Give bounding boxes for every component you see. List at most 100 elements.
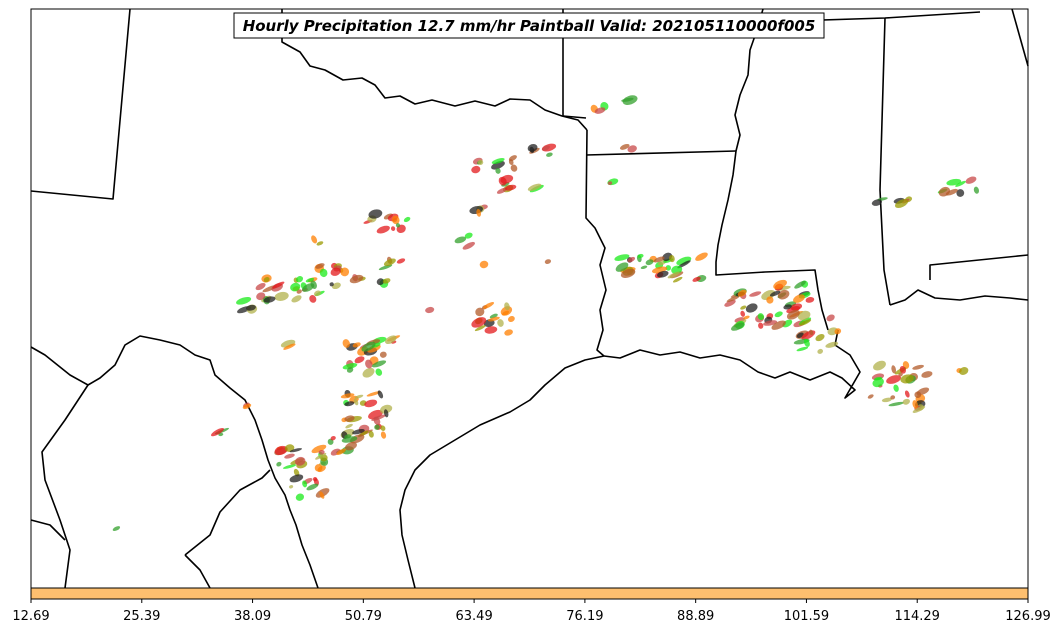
paintball-blob: [319, 491, 325, 499]
red-river-border: [281, 9, 588, 131]
paintball-blob: [352, 342, 361, 348]
paintball-blob: [330, 435, 336, 441]
paintball-blob: [380, 425, 386, 432]
mexico-state-border-1: [41, 384, 89, 589]
paintball-blob: [294, 456, 306, 466]
paintball-blob: [695, 252, 708, 261]
paintball-blob: [890, 395, 896, 400]
paintball-blob: [276, 461, 282, 467]
paintball-blob: [289, 474, 304, 483]
colorbar: [30, 587, 1029, 600]
paintball-blob: [773, 279, 787, 290]
paintball-blob: [498, 176, 507, 186]
paintball-blob: [368, 430, 374, 438]
coastline-louisiana: [603, 329, 861, 399]
paintball-blob: [614, 254, 630, 261]
paintball-blob: [349, 274, 364, 284]
paintball-blob: [893, 384, 899, 392]
paintball-blob: [527, 183, 542, 191]
paintball-blob: [390, 226, 396, 231]
paintball-blob: [319, 268, 328, 278]
paintball-blob: [497, 319, 504, 327]
paintball-blob: [891, 365, 897, 374]
colorbar-ticks: 12.69 25.39 38.09 50.79 63.49 76.19 88.89 101.5…: [12, 599, 1051, 624]
paintball-blob: [637, 253, 644, 259]
state-border-nm-tx: [30, 8, 131, 200]
paintball-blob: [315, 263, 325, 269]
paintball-blob: [504, 302, 510, 311]
paintball-blob: [546, 152, 553, 157]
boundary-layer: [30, 8, 1029, 589]
paintball-blob: [365, 359, 373, 369]
paintball-blob: [692, 276, 701, 282]
paintball-blob: [464, 232, 473, 239]
paintball-blob: [263, 296, 276, 303]
paintball-blob: [495, 167, 501, 174]
colorbar-tick-label: 126.99: [1005, 609, 1051, 624]
paintball-blob: [622, 95, 638, 105]
paintball-blob: [354, 356, 365, 364]
paintball-blob: [376, 225, 390, 234]
coastline-al-fl: [889, 289, 1029, 306]
paintball-blob: [620, 268, 636, 278]
paintball-blob: [289, 448, 303, 453]
paintball-blob: [479, 260, 489, 269]
paintball-blob: [902, 398, 911, 405]
paintball-blob: [619, 143, 630, 150]
mexico-state-border-2: [30, 519, 66, 541]
paintball-blob: [375, 368, 383, 376]
paintball-blob: [898, 372, 903, 377]
paintball-blob: [676, 256, 692, 266]
paintball-blob: [914, 391, 922, 399]
paintball-blob: [282, 464, 297, 469]
paintball-blob: [737, 289, 747, 297]
paintball-blob: [793, 294, 805, 303]
paintball-blob: [362, 367, 375, 378]
paintball-blob: [510, 164, 518, 172]
paintball-blob: [777, 289, 790, 300]
mexico-state-border-4: [184, 554, 211, 589]
paintball-blob: [627, 145, 637, 153]
paintball-blob: [289, 485, 294, 489]
paintball-blob: [657, 270, 669, 278]
paintball-blob: [956, 189, 965, 197]
colorbar-tick-label: 114.29: [894, 609, 940, 624]
paintball-blob: [965, 176, 977, 184]
paintball-blob: [803, 338, 810, 347]
paintball-blob: [302, 480, 308, 488]
paintball-blob: [346, 367, 354, 373]
paintball-blob: [477, 159, 484, 165]
paintball-blob: [379, 404, 393, 414]
paintball-blob: [403, 216, 411, 223]
paintball-blob: [318, 449, 325, 455]
paintball-blob: [544, 259, 552, 264]
paintball-blob: [382, 278, 391, 284]
colorbar-tick-label: 101.59: [784, 609, 830, 624]
paintball-blob: [306, 483, 319, 491]
paintball-blob: [474, 325, 486, 332]
paintball-blob: [959, 367, 969, 375]
mississippi-river-border: [715, 8, 829, 331]
paintball-blob: [945, 188, 958, 196]
paintball-blob: [385, 335, 397, 345]
paintball-blob: [790, 303, 803, 311]
paintball-blob: [771, 320, 786, 330]
paintball-blob: [904, 390, 910, 398]
paintball-blob: [745, 303, 758, 313]
paintball-blob: [504, 184, 517, 191]
paintball-blob: [305, 277, 315, 283]
paintball-blob: [354, 394, 364, 399]
paintball-blob: [312, 477, 318, 482]
paintball-blob: [352, 428, 365, 435]
colorbar-tick-label: 50.79: [345, 609, 382, 624]
paintball-blob: [361, 341, 376, 352]
paintball-blob: [640, 265, 648, 270]
paintball-blob: [489, 313, 498, 319]
paintball-blob: [331, 282, 341, 290]
state-border-al-ga: [1011, 8, 1029, 67]
paintball-blob: [272, 281, 285, 289]
paintball-blob: [340, 267, 350, 277]
paintball-blob: [483, 301, 495, 309]
paintball-blob: [378, 264, 393, 271]
